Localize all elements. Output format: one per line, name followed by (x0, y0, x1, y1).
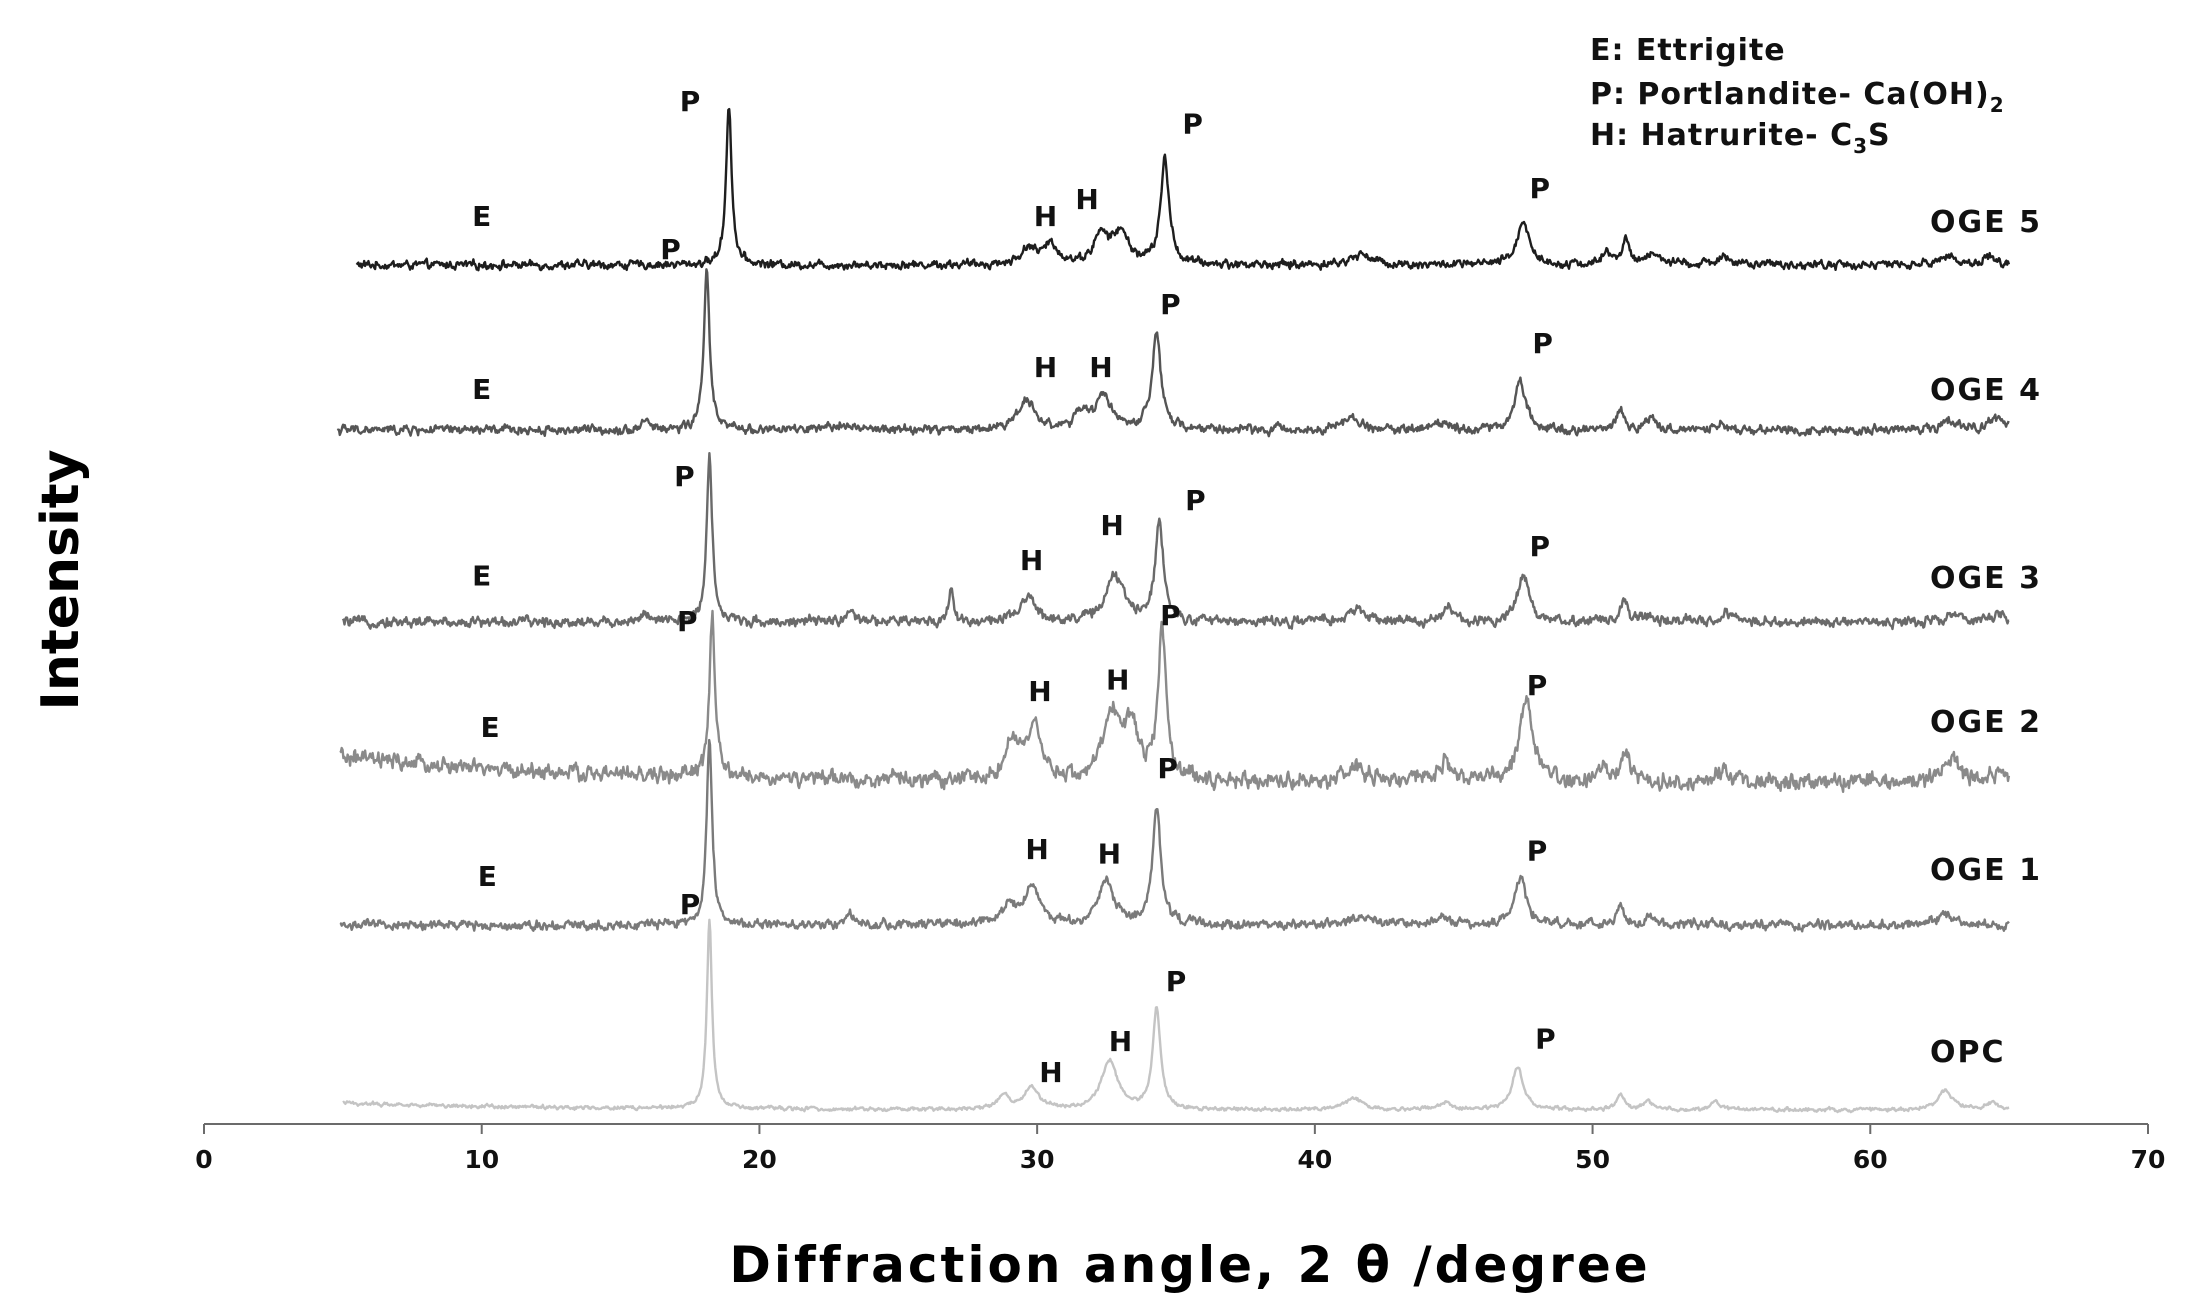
peak-label-p: P (1185, 484, 1206, 517)
trace-oge-1 (339, 738, 2010, 933)
peak-label-h: H (1075, 183, 1098, 216)
peak-label-p: P (1530, 172, 1551, 205)
peak-label-p: P (1527, 669, 1548, 702)
peak-label-p: P (1535, 1022, 1556, 1055)
peak-label-e: E (472, 373, 491, 406)
xrd-traces (336, 107, 2011, 1114)
peak-label-p: P (1160, 288, 1181, 321)
peak-label-h: H (1028, 675, 1051, 708)
peak-label-e: E (472, 200, 491, 233)
peak-label-p: P (680, 888, 701, 921)
x-tick-label: 70 (2131, 1145, 2166, 1174)
peak-label-p: P (1166, 965, 1187, 998)
series-label: OPC (1930, 1035, 2006, 1070)
trace-labels: OGE 5 OGE 4 OGE 3 OGE 2 OGE 1 OPC (1930, 205, 2042, 1070)
series-label: OGE 5 (1930, 205, 2042, 240)
x-tick-label: 50 (1575, 1145, 1610, 1174)
peak-label-h: H (1089, 351, 1112, 384)
trace-oge-2 (339, 609, 2011, 793)
peak-label-h: H (1100, 509, 1123, 542)
peak-label-h: H (1109, 1025, 1132, 1058)
peak-label-p: P (1157, 752, 1178, 785)
peak-label-h: H (1020, 544, 1043, 577)
peak-label-h: H (1039, 1056, 1062, 1089)
peak-label-p: P (677, 605, 698, 638)
x-tick-label: 10 (464, 1145, 499, 1174)
peak-label-p: P (1530, 530, 1551, 563)
peak-label-p: P (1532, 327, 1553, 360)
peak-label-p: P (1160, 599, 1181, 632)
series-label: OGE 4 (1930, 373, 2042, 408)
y-axis-label: Intensity (31, 449, 91, 710)
peak-label-p: P (660, 233, 681, 266)
peak-label-e: E (472, 560, 491, 593)
trace-oge-3 (341, 452, 2010, 631)
x-tick-label: 0 (195, 1145, 212, 1174)
x-tick-label: 20 (742, 1145, 777, 1174)
peak-label-h: H (1106, 664, 1129, 697)
peak-label-e: E (480, 711, 499, 744)
x-tick-label: 60 (1853, 1145, 1888, 1174)
phase-legend: E: Ettrigite P: Portlandite- Ca(OH)2H: Ha… (1590, 33, 2005, 158)
peak-label-p: P (1527, 835, 1548, 868)
peak-label-h: H (1034, 351, 1057, 384)
peak-label-h: H (1025, 833, 1048, 866)
peak-label-p: P (674, 460, 695, 493)
x-tick-label: 40 (1297, 1145, 1332, 1174)
peak-label-e: E (478, 860, 497, 893)
peak-label-h: H (1098, 837, 1121, 870)
legend-entry: P: Portlandite- Ca(OH)2 (1590, 77, 2005, 117)
x-axis: 0 10 20 30 40 50 60 70 (195, 1123, 2166, 1174)
x-tick-label: 30 (1020, 1145, 1055, 1174)
trace-opc (342, 918, 2010, 1114)
series-label: OGE 3 (1930, 561, 2042, 596)
peak-label-h: H (1034, 200, 1057, 233)
series-label: OGE 1 (1930, 853, 2042, 888)
x-axis-label: Diffraction angle, 2 θ /degree (729, 1236, 1650, 1294)
peak-label-p: P (1182, 107, 1203, 140)
legend-entry: E: Ettrigite (1590, 33, 1786, 68)
legend-entry: H: Hatrurite- C3S (1590, 118, 1891, 158)
trace-oge-5 (355, 107, 2011, 272)
trace-oge-4 (336, 268, 2010, 438)
peak-label-p: P (680, 85, 701, 118)
series-label: OGE 2 (1930, 705, 2042, 740)
